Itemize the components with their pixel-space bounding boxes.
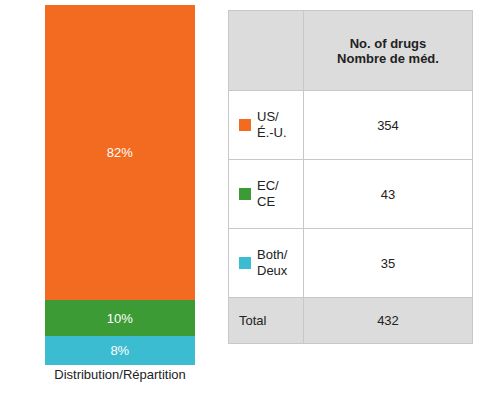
svg-text:82%: 82% <box>107 145 133 160</box>
html-text:Total: Total <box>239 313 267 328</box>
html-text:No. of drugs Nombre de méd.: No. of drugs Nombre de méd. <box>337 35 439 66</box>
html-text:43: 43 <box>380 186 396 202</box>
html-text:US/ É.-U.: US/ É.-U. <box>257 109 287 140</box>
html-text:EC/ CE: EC/ CE <box>257 178 279 209</box>
html-text:432: 432 <box>377 313 399 328</box>
html-text:35: 35 <box>380 255 396 271</box>
svg-text:Distribution/Répartition: Distribution/Répartition <box>54 367 186 382</box>
html-text:Both/ Deux: Both/ Deux <box>257 247 288 278</box>
svg-text:8%: 8% <box>110 343 129 358</box>
html-text:354: 354 <box>377 117 399 133</box>
svg-text:10%: 10% <box>107 311 133 326</box>
